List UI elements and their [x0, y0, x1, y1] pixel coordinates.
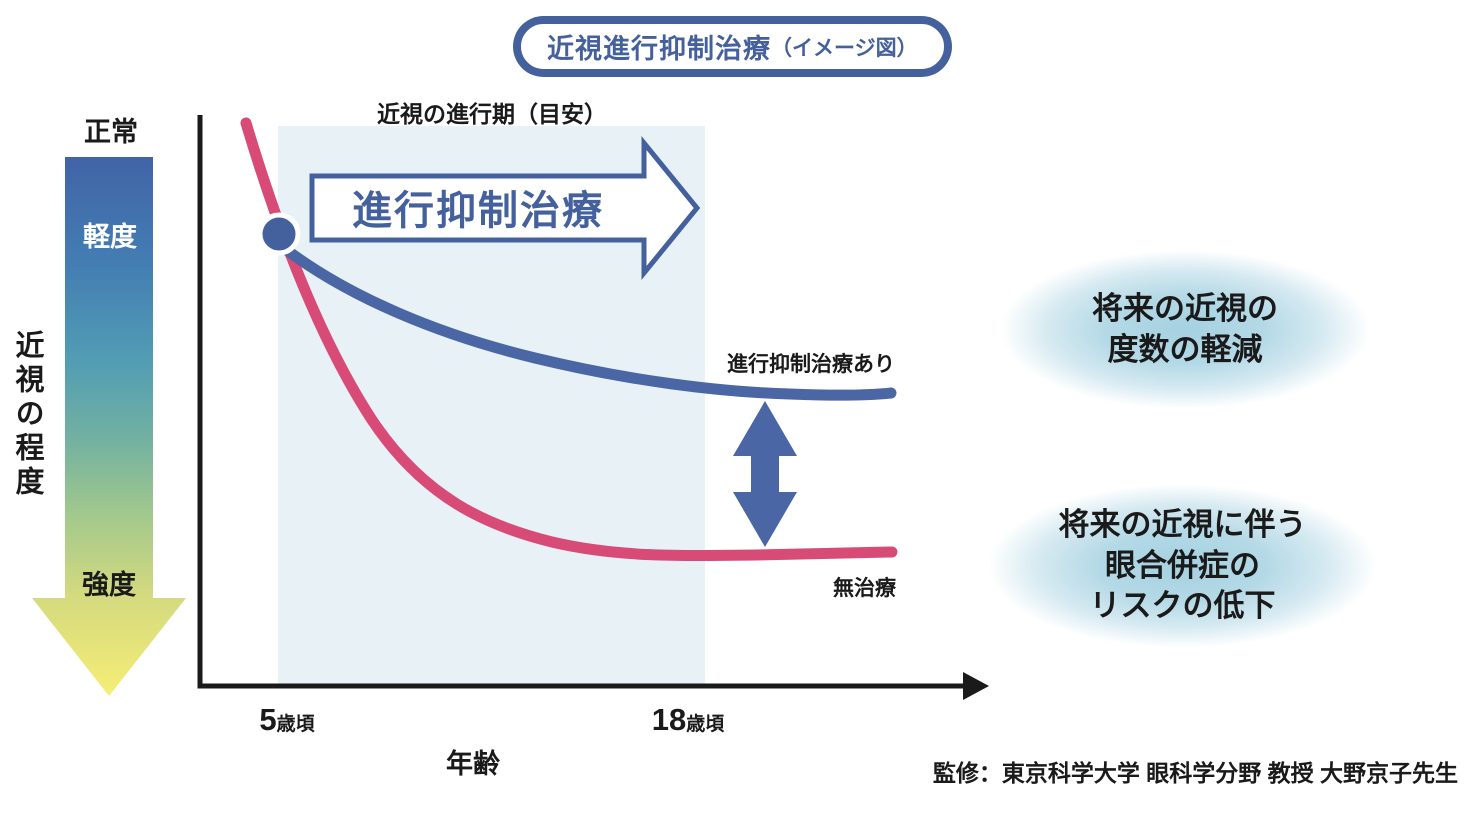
- x-tick-18-number: 18: [651, 702, 687, 737]
- x-tick-5-number: 5: [259, 702, 277, 737]
- benefit-1-line-1: 将来の近視の: [1092, 290, 1278, 326]
- severity-severe-label: 強度: [82, 570, 136, 600]
- chart-axes: [197, 115, 966, 689]
- severity-normal-label: 正常: [84, 117, 138, 147]
- curve-with-treatment-label: 進行抑制治療あり: [727, 353, 895, 376]
- treatment-start-dot-icon: [257, 212, 301, 256]
- x-tick-5-suffix: 歳頃: [276, 714, 315, 735]
- title-badge-inner: 近視進行抑制治療 （イメージ図）: [518, 21, 947, 72]
- progression-period-label: 近視の進行期（目安）: [377, 101, 607, 127]
- severity-gradient-arrow-icon: [32, 157, 186, 696]
- page-title-suffix: （イメージ図）: [771, 36, 918, 60]
- benefit-2-line-2: 眼合併症の: [1105, 547, 1260, 583]
- x-tick-5: 5 歳頃: [247, 702, 327, 738]
- benefit-blob-degree-reduction: 将来の近視の 度数の軽減: [935, 222, 1435, 437]
- benefit-2-line-3: リスクの低下: [1089, 588, 1276, 624]
- page-title: 近視進行抑制治療: [547, 34, 771, 64]
- difference-double-arrow-icon: [733, 401, 797, 547]
- benefit-1-line-2: 度数の軽減: [1107, 331, 1263, 367]
- y-axis-title: 近視の程度: [11, 330, 43, 500]
- supervision-credit: 監修：東京科学大学 眼科学分野 教授 大野京子先生: [932, 760, 1458, 786]
- benefit-2-line-1: 将来の近視に伴う: [1058, 506, 1307, 542]
- x-tick-18-suffix: 歳頃: [686, 714, 725, 735]
- x-tick-18: 18 歳頃: [638, 702, 738, 738]
- treatment-right-arrow-icon: [309, 135, 701, 281]
- x-axis-arrowhead-icon: [963, 672, 989, 700]
- severity-mild-label: 軽度: [83, 222, 137, 252]
- curve-with-treatment: [278, 242, 897, 401]
- benefit-blob-risk-reduction: 将来の近視に伴う 眼合併症の リスクの低下: [920, 455, 1445, 677]
- x-axis-title: 年齢: [446, 749, 500, 779]
- treatment-arrow-label: 進行抑制治療: [352, 189, 604, 233]
- title-badge: 近視進行抑制治療 （イメージ図）: [513, 16, 952, 77]
- curve-no-treatment: [240, 117, 898, 562]
- curve-no-treatment-label: 無治療: [833, 577, 896, 600]
